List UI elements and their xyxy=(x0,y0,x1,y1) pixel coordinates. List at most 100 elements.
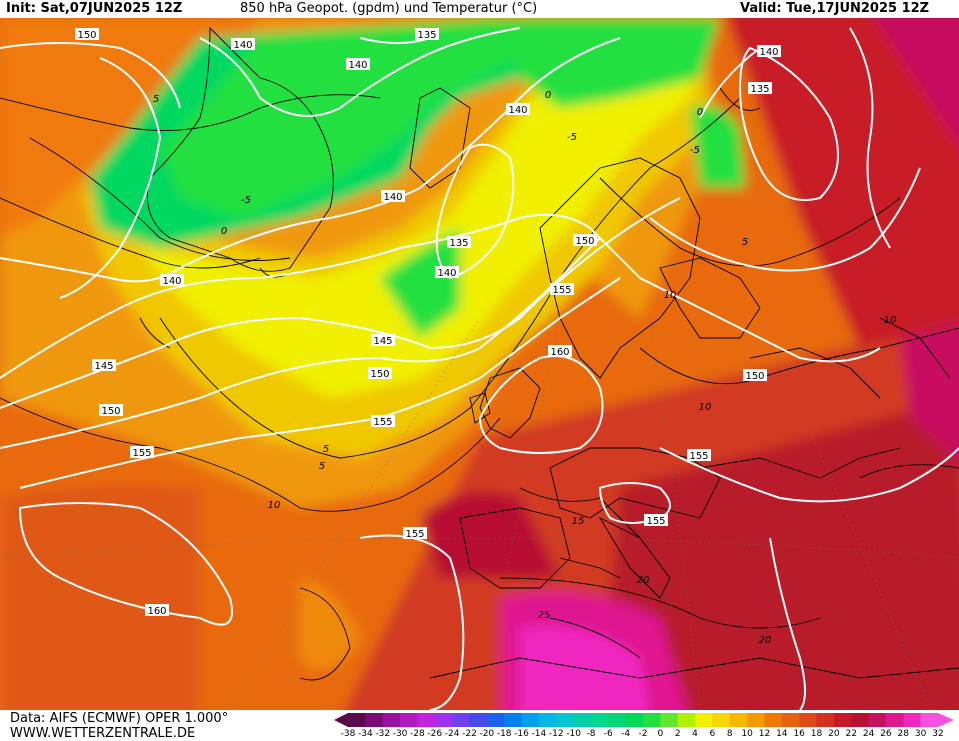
legend-swatch xyxy=(573,713,592,727)
temperature-label: 10 xyxy=(664,290,677,301)
geopotential-label: 160 xyxy=(145,604,169,617)
legend-tick-label: -12 xyxy=(548,729,564,739)
geopotential-label: 135 xyxy=(415,28,439,41)
legend-swatch xyxy=(382,713,401,727)
legend-tick-label: 12 xyxy=(758,729,771,739)
legend-tick-label: -28 xyxy=(410,729,425,739)
svg-text:140: 140 xyxy=(383,192,402,203)
temperature-label: 10 xyxy=(699,402,712,413)
legend-swatch xyxy=(712,713,731,727)
legend-swatch xyxy=(538,713,557,727)
legend-swatch xyxy=(643,713,661,727)
legend-swatch xyxy=(799,713,818,727)
legend-tick-label: 24 xyxy=(862,729,875,739)
legend-tick-label: -4 xyxy=(621,729,631,739)
legend-tick-label: -6 xyxy=(603,729,613,739)
map-title: 850 hPa Geopot. (gpdm) und Temperatur (°… xyxy=(240,1,538,16)
geopotential-label: 140 xyxy=(160,274,184,287)
legend-tick-label: 0 xyxy=(657,729,664,739)
svg-text:140: 140 xyxy=(437,268,456,279)
legend-tick-label: -2 xyxy=(638,729,648,739)
geopotential-label: 135 xyxy=(748,82,772,95)
valid-time: Valid: Tue,17JUN2025 12Z xyxy=(740,1,930,16)
init-time: Init: Sat,07JUN2025 12Z xyxy=(6,1,183,16)
legend-tick-label: 26 xyxy=(880,729,892,739)
geopotential-label: 150 xyxy=(75,28,99,41)
geopotential-label: 155 xyxy=(550,283,574,296)
svg-text:140: 140 xyxy=(162,276,181,287)
temperature-label: 20 xyxy=(637,575,650,586)
legend-tick-label: -34 xyxy=(357,729,373,739)
weather-map: 1501401401351401401351401401351401501551… xyxy=(0,18,959,710)
temperature-label: 5 xyxy=(153,94,159,105)
geopotential-label: 145 xyxy=(371,334,395,347)
legend-tick-label: -18 xyxy=(496,729,512,739)
svg-text:150: 150 xyxy=(370,369,389,380)
geopotential-label: 155 xyxy=(687,449,711,462)
legend-swatch xyxy=(695,713,713,727)
svg-text:145: 145 xyxy=(94,361,113,372)
legend-tick-label: 10 xyxy=(741,729,753,739)
geopotential-label: 145 xyxy=(92,359,116,372)
svg-text:140: 140 xyxy=(348,60,367,71)
geopotential-label: 140 xyxy=(506,103,530,116)
coastlines xyxy=(139,26,959,679)
legend-tick-label: 22 xyxy=(845,729,857,739)
legend-swatch xyxy=(608,713,627,727)
legend-tick-label: -10 xyxy=(566,729,581,739)
svg-text:150: 150 xyxy=(101,406,120,417)
legend-tick-label: 30 xyxy=(914,729,927,739)
svg-text:145: 145 xyxy=(373,336,392,347)
geopotential-label: 140 xyxy=(381,190,405,203)
temperature-label: 25 xyxy=(538,610,551,621)
legend-swatch xyxy=(833,713,852,727)
svg-text:150: 150 xyxy=(77,30,96,41)
temperature-label: 5 xyxy=(323,444,329,455)
legend-swatch xyxy=(452,713,470,727)
legend-tick-label: 6 xyxy=(709,729,716,739)
svg-text:155: 155 xyxy=(405,529,424,540)
geopotential-label: 155 xyxy=(371,415,395,428)
legend-tick-label: 20 xyxy=(828,729,840,739)
temperature-label: 15 xyxy=(572,516,585,527)
legend-swatch xyxy=(920,713,939,727)
legend-swatch xyxy=(556,713,575,727)
temperature-label: 0 xyxy=(221,226,227,237)
temperature-labels: 5 -5 0 -5 0 0 5 5 -5 10 10 10 5 10 15 20 25 20 xyxy=(153,90,897,646)
legend-tick-label: -38 xyxy=(340,729,356,739)
legend-tick-label: -22 xyxy=(462,729,477,739)
legend-swatch xyxy=(677,713,696,727)
svg-text:160: 160 xyxy=(147,606,166,617)
legend-tick-label: 18 xyxy=(810,729,823,739)
legend-swatch xyxy=(729,713,748,727)
svg-text:150: 150 xyxy=(745,371,764,382)
geopotential-label: 160 xyxy=(548,345,572,358)
legend-swatch xyxy=(625,713,644,727)
geopotential-contours xyxy=(0,27,959,710)
temperature-label: 0 xyxy=(545,90,551,101)
legend-tick-label: 8 xyxy=(726,729,733,739)
legend-tick-label: 16 xyxy=(793,729,805,739)
temperature-label: 10 xyxy=(268,500,281,511)
legend-tick-label: 28 xyxy=(897,729,910,739)
legend-tick-label: -24 xyxy=(444,729,460,739)
legend-swatch xyxy=(417,713,436,727)
svg-text:135: 135 xyxy=(750,84,769,95)
geopotential-label: 150 xyxy=(368,367,392,380)
geopotential-label: 155 xyxy=(644,514,668,527)
legend-tick-label: 4 xyxy=(692,729,698,739)
legend-swatch xyxy=(851,713,870,727)
isotherms xyxy=(0,87,959,681)
legend-tick-label: 2 xyxy=(674,729,681,739)
color-legend xyxy=(334,713,954,727)
footer-bar: Data: AIFS (ECMWF) OPER 1.000° WWW.WETTE… xyxy=(0,710,959,741)
geopotential-label: 155 xyxy=(130,446,154,459)
geopotential-label: 150 xyxy=(99,404,123,417)
legend-swatch xyxy=(521,713,540,727)
temperature-label: 20 xyxy=(759,635,772,646)
legend-swatch xyxy=(781,713,800,727)
legend-swatch xyxy=(660,713,679,727)
legend-swatch xyxy=(348,713,366,727)
legend-swatch xyxy=(469,713,488,727)
temperature-label: -5 xyxy=(241,195,251,206)
